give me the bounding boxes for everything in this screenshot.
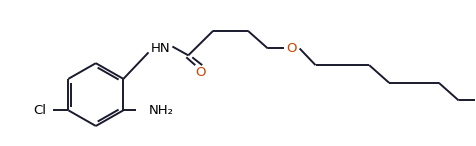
Text: O: O xyxy=(195,66,206,79)
Text: NH₂: NH₂ xyxy=(149,104,174,117)
Text: O: O xyxy=(287,42,297,55)
Text: HN: HN xyxy=(150,42,170,55)
Text: Cl: Cl xyxy=(33,104,47,117)
